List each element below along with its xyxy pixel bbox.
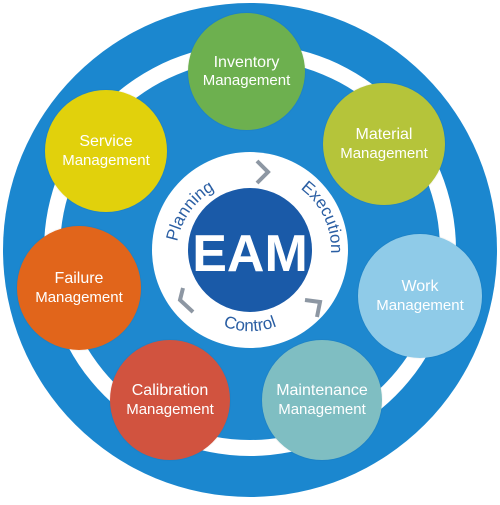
cycle-arrow-right-icon	[304, 298, 323, 318]
module-title: Failure	[54, 270, 104, 288]
module-inventory-management: Inventory Management	[188, 13, 305, 130]
core-label: EAM	[192, 225, 308, 283]
module-title: Service	[79, 133, 133, 151]
module-service-management: Service Management	[45, 90, 167, 212]
module-title: Material	[355, 126, 413, 144]
module-failure-management: Failure Management	[17, 226, 141, 350]
module-subtitle: Management	[35, 288, 123, 306]
module-subtitle: Management	[376, 296, 464, 314]
cycle-label-control-text: Control	[222, 312, 278, 335]
cycle-label-control: Control	[222, 312, 278, 335]
module-maintenance-management: Maintenance Management	[262, 340, 382, 460]
module-subtitle: Management	[340, 144, 428, 162]
module-material-management: Material Management	[323, 83, 445, 205]
module-subtitle: Management	[202, 72, 291, 90]
cycle-arrow-left-icon	[177, 287, 195, 314]
module-calibration-management: Calibration Management	[110, 340, 230, 460]
module-title: Inventory	[213, 53, 280, 71]
module-title: Work	[401, 278, 439, 296]
module-work-management: Work Management	[358, 234, 482, 358]
module-title: Maintenance	[276, 382, 368, 400]
core-disc	[188, 188, 312, 312]
module-subtitle: Management	[126, 400, 214, 418]
cycle-arrow-top-icon	[255, 159, 271, 185]
module-subtitle: Management	[62, 151, 150, 169]
module-title: Calibration	[131, 382, 209, 400]
module-subtitle: Management	[278, 400, 366, 418]
